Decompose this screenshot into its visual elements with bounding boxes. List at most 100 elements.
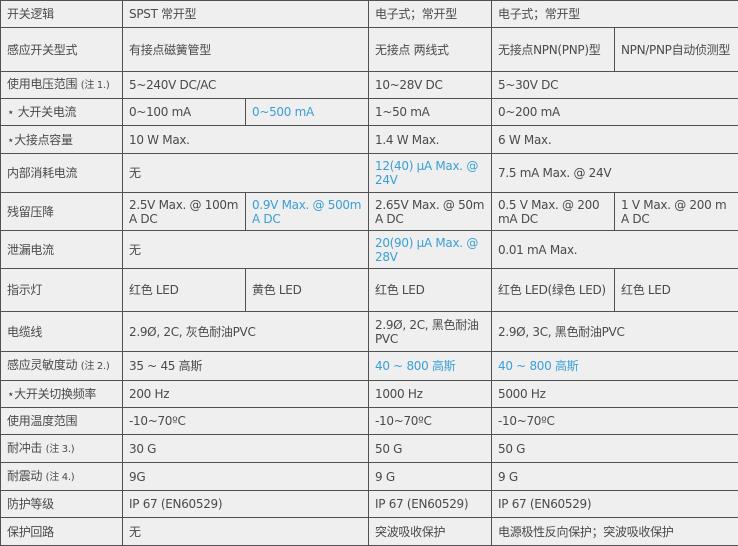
table-cell: 10 W Max.: [123, 126, 369, 154]
table-cell: 0~500 mA: [246, 99, 369, 126]
table-cell: 2.5V Max. @ 100mA DC: [123, 193, 246, 231]
table-cell: -10~70ºC: [369, 408, 492, 435]
table-cell: 9G: [123, 463, 369, 491]
row-label: 电缆线: [1, 312, 123, 352]
table-cell: 0.01 mA Max.: [492, 231, 738, 269]
row-label-text: 残留压降: [7, 205, 54, 219]
row-label-text: 使用电压范围: [7, 77, 77, 91]
row-label-text: 泄漏电流: [7, 243, 54, 257]
row-label-text: 耐震动: [7, 469, 42, 483]
row-label-text: 使用温度范围: [7, 414, 77, 428]
table-cell: 40 ~ 800 高斯: [369, 352, 492, 381]
table-cell: 7.5 mA Max. @ 24V: [492, 154, 738, 193]
table-cell: 5000 Hz: [492, 381, 738, 408]
row-label-note: (注 4.): [46, 472, 75, 483]
table-cell: 黄色 LED: [246, 269, 369, 312]
row-label: 泄漏电流: [1, 231, 123, 269]
table-cell: 10~28V DC: [369, 72, 492, 99]
table-cell: 1 V Max. @ 200 mA DC: [615, 193, 738, 231]
row-label-text: 耐冲击: [7, 441, 42, 455]
row-label-text: ⋆大接点容量: [7, 133, 73, 147]
row-label: ⋆ 大开关电流: [1, 99, 123, 126]
row-label-note: (注 2.): [81, 361, 110, 372]
table-cell: 红色 LED: [369, 269, 492, 312]
table-cell: 5~240V DC/AC: [123, 72, 369, 99]
table-cell: 红色 LED: [615, 269, 738, 312]
table-row: 保护回路 无突波吸收保护电源极性反向保护；突波吸收保护: [1, 518, 738, 546]
table-cell: 2.9Ø, 2C, 灰色耐油PVC: [123, 312, 369, 352]
table-cell: 无: [123, 154, 369, 193]
row-label: 残留压降: [1, 193, 123, 231]
table-cell: 20(90) μA Max. @ 28V: [369, 231, 492, 269]
table-cell: 无接点NPN(PNP)型: [492, 28, 615, 72]
table-row: ⋆大接点容量 10 W Max.1.4 W Max.6 W Max.: [1, 126, 738, 154]
table-cell: 6 W Max.: [492, 126, 738, 154]
table-cell: 1000 Hz: [369, 381, 492, 408]
table-cell: IP 67 (EN60529): [369, 491, 492, 518]
table-cell: 200 Hz: [123, 381, 369, 408]
row-label-text: ⋆ 大开关电流: [7, 105, 76, 119]
table-cell: 1~50 mA: [369, 99, 492, 126]
table-cell: 2.9Ø, 2C, 黑色耐油PVC: [369, 312, 492, 352]
table-cell: -10~70ºC: [123, 408, 369, 435]
table-cell: 50 G: [369, 435, 492, 463]
table-cell: 0.5 V Max. @ 200 mA DC: [492, 193, 615, 231]
table-cell: 红色 LED: [123, 269, 246, 312]
table-cell: 2.65V Max. @ 50mA DC: [369, 193, 492, 231]
table-cell: 电源极性反向保护；突波吸收保护: [492, 518, 738, 546]
table-cell: 0.9V Max. @ 500mA DC: [246, 193, 369, 231]
table-cell: 40 ~ 800 高斯: [492, 352, 738, 381]
table-cell: IP 67 (EN60529): [123, 491, 369, 518]
table-cell: 无接点 两线式: [369, 28, 492, 72]
table-cell: NPN/PNP自动侦测型: [615, 28, 738, 72]
table-cell: 突波吸收保护: [369, 518, 492, 546]
row-label-text: 保护回路: [7, 525, 54, 539]
table-cell: 30 G: [123, 435, 369, 463]
table-cell: 电子式；常开型: [492, 1, 738, 28]
row-label-note: (注 1.): [81, 80, 110, 91]
table-cell: 2.9Ø, 3C, 黑色耐油PVC: [492, 312, 738, 352]
row-label-text: ⋆大开关切换频率: [7, 387, 96, 401]
table-cell: 9 G: [369, 463, 492, 491]
table-cell: 1.4 W Max.: [369, 126, 492, 154]
table-cell: 0~100 mA: [123, 99, 246, 126]
row-label-text: 内部消耗电流: [7, 166, 77, 180]
row-label: 使用温度范围: [1, 408, 123, 435]
row-label-text: 开关逻辑: [7, 7, 54, 21]
table-cell: 12(40) μA Max. @ 24V: [369, 154, 492, 193]
table-cell: 无: [123, 518, 369, 546]
row-label-text: 感应灵敏度动: [7, 358, 77, 372]
row-label: 指示灯: [1, 269, 123, 312]
table-cell: 50 G: [492, 435, 738, 463]
row-label: ⋆大开关切换频率: [1, 381, 123, 408]
row-label-note: (注 3.): [46, 444, 75, 455]
row-label: 感应灵敏度动 (注 2.): [1, 352, 123, 381]
row-label-text: 防护等级: [7, 497, 54, 511]
row-label-text: 指示灯: [7, 283, 42, 297]
table-cell: 35 ~ 45 高斯: [123, 352, 369, 381]
table-cell: 电子式；常开型: [369, 1, 492, 28]
table-cell: 0~200 mA: [492, 99, 738, 126]
table-cell: 有接点磁簧管型: [123, 28, 369, 72]
row-label: 感应开关型式: [1, 28, 123, 72]
row-label: 内部消耗电流: [1, 154, 123, 193]
table-row: 使用温度范围-10~70ºC-10~70ºC-10~70ºC: [1, 408, 738, 435]
table-cell: SPST 常开型: [123, 1, 369, 28]
row-label: 耐震动 (注 4.): [1, 463, 123, 491]
row-label-text: 电缆线: [7, 325, 42, 339]
table-cell: 5~30V DC: [492, 72, 738, 99]
